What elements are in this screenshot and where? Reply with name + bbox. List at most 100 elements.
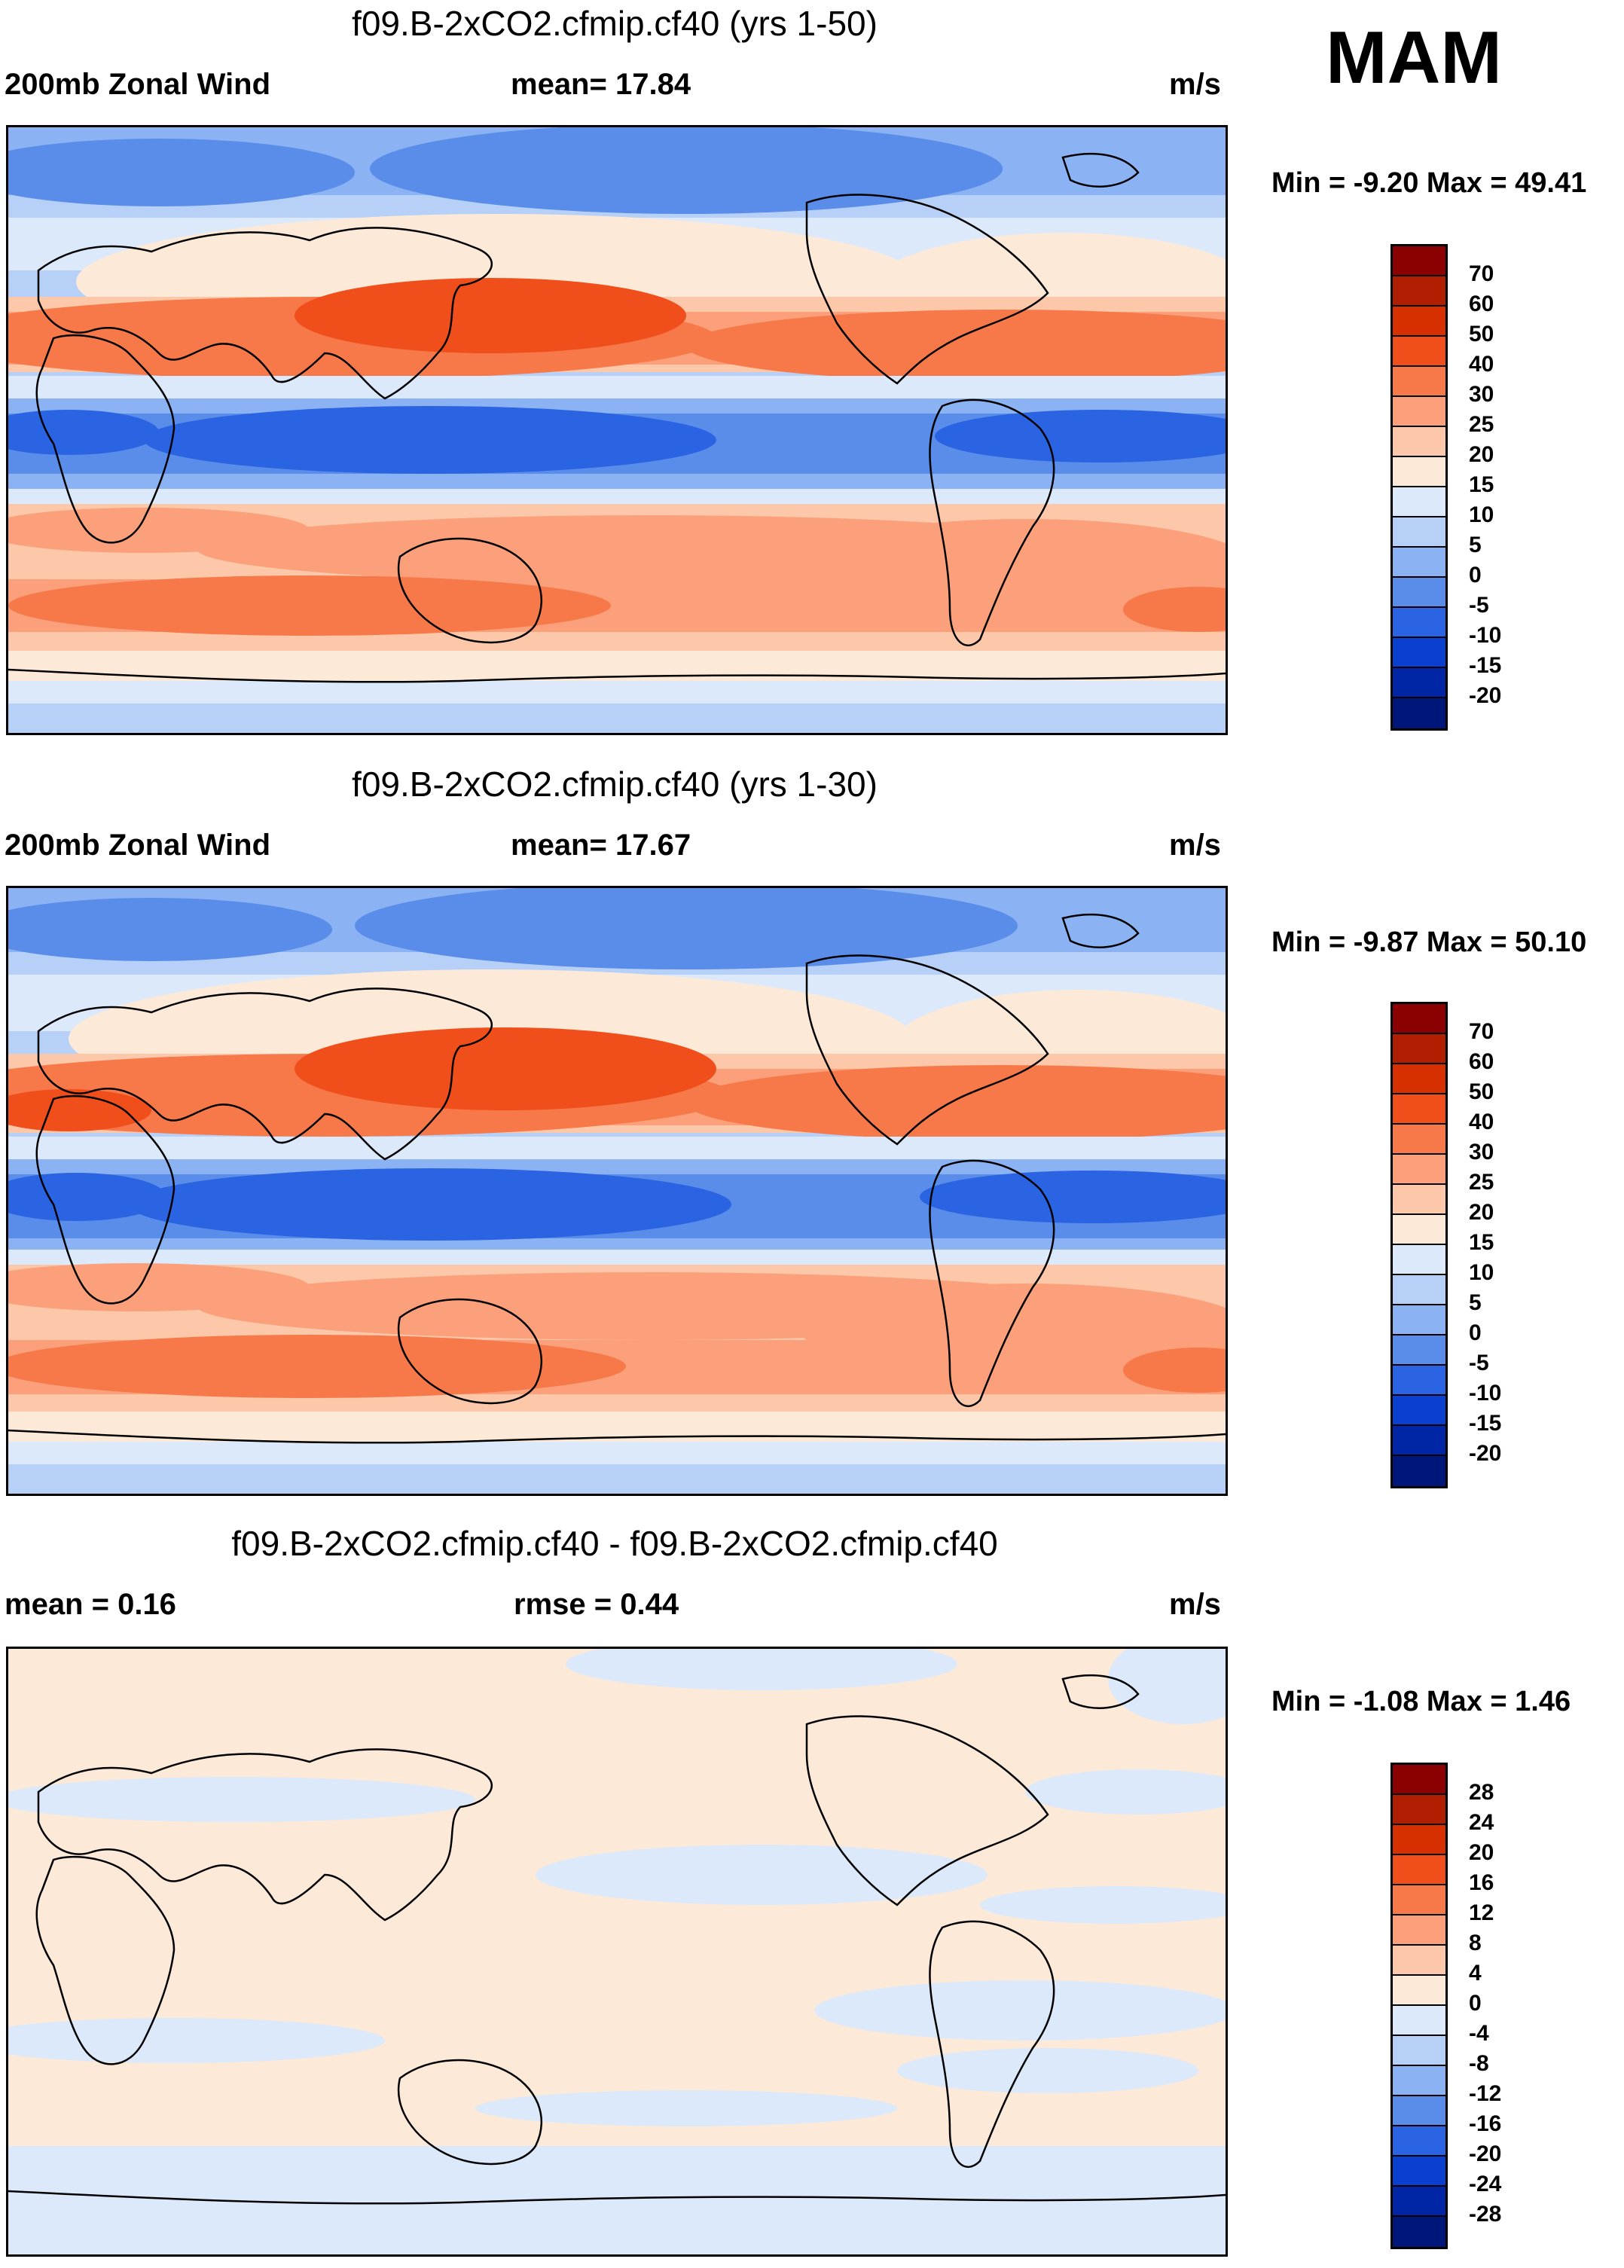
panel-2-contour-plot xyxy=(8,888,1226,1494)
panel-1-units: m/s xyxy=(1169,68,1221,101)
colorbar-tick-label: -15 xyxy=(1469,653,1502,678)
colorbar-tick-label: 15 xyxy=(1469,472,1494,497)
panel-1-min-max: Min = -9.20 Max = 49.41 xyxy=(1271,167,1587,199)
colorbar-tick-label: -10 xyxy=(1469,1381,1502,1406)
colorbar-tick-label: 20 xyxy=(1469,1840,1494,1865)
panel-2-min-max: Min = -9.87 Max = 50.10 xyxy=(1271,926,1587,958)
colorbar-swatch xyxy=(1393,1094,1445,1125)
panel-3-min-max: Min = -1.08 Max = 1.46 xyxy=(1271,1686,1571,1717)
colorbar-swatch xyxy=(1393,2096,1445,2126)
colorbar-swatch xyxy=(1393,1396,1445,1426)
colorbar-tick-label: 0 xyxy=(1469,563,1482,588)
colorbar-tick-label: 50 xyxy=(1469,322,1494,346)
colorbar-swatch xyxy=(1393,487,1445,517)
colorbar-tick-label: -20 xyxy=(1469,2141,1502,2166)
colorbar-swatch xyxy=(1393,2157,1445,2187)
colorbar-tick-label: -15 xyxy=(1469,1411,1502,1436)
panel-2-mean-label: mean= 17.67 xyxy=(511,829,691,862)
colorbar-swatch xyxy=(1393,1034,1445,1064)
colorbar-swatch xyxy=(1393,1305,1445,1335)
colorbar-swatch xyxy=(1393,1275,1445,1305)
colorbar-swatch xyxy=(1393,1125,1445,1155)
panel-2-colorbar xyxy=(1390,1002,1448,1488)
colorbar-tick-label: 5 xyxy=(1469,1290,1482,1315)
colorbar-tick-label: -20 xyxy=(1469,1441,1502,1466)
colorbar-tick-label: 30 xyxy=(1469,382,1494,407)
colorbar-tick-label: -16 xyxy=(1469,2111,1502,2136)
colorbar-tick-label: 30 xyxy=(1469,1140,1494,1165)
colorbar-tick-label: -20 xyxy=(1469,683,1502,708)
colorbar-swatch xyxy=(1393,1366,1445,1396)
colorbar-tick-label: -8 xyxy=(1469,2051,1489,2076)
colorbar-tick-label: 8 xyxy=(1469,1931,1482,1955)
colorbar-swatch xyxy=(1393,578,1445,608)
panel-1-contour-plot xyxy=(8,127,1226,733)
colorbar-swatch xyxy=(1393,638,1445,668)
colorbar-swatch xyxy=(1393,2126,1445,2157)
colorbar-tick-label: 20 xyxy=(1469,1200,1494,1225)
panel-3-map xyxy=(6,1647,1228,2257)
colorbar-swatch xyxy=(1393,1795,1445,1825)
colorbar-tick-label: 10 xyxy=(1469,1260,1494,1285)
colorbar-tick-label: 15 xyxy=(1469,1230,1494,1255)
colorbar-swatch xyxy=(1393,1426,1445,1456)
colorbar-swatch xyxy=(1393,397,1445,427)
colorbar-tick-label: -28 xyxy=(1469,2202,1502,2227)
season-label: MAM xyxy=(1326,16,1503,99)
panel-2-map xyxy=(6,886,1228,1496)
panel-1-colorbar xyxy=(1390,244,1448,731)
colorbar-swatch xyxy=(1393,457,1445,487)
colorbar-swatch xyxy=(1393,2066,1445,2096)
colorbar-swatch xyxy=(1393,1915,1445,1946)
panel-2-variable-label: 200mb Zonal Wind xyxy=(5,829,271,862)
colorbar-swatch xyxy=(1393,2036,1445,2066)
panel-3-units: m/s xyxy=(1169,1588,1221,1621)
colorbar-swatch xyxy=(1393,276,1445,307)
panel-3-title: f09.B-2xCO2.cfmip.cf40 - f09.B-2xCO2.cfm… xyxy=(231,1524,998,1563)
colorbar-tick-label: -24 xyxy=(1469,2172,1502,2196)
colorbar-swatch xyxy=(1393,1215,1445,1245)
colorbar-tick-label: -5 xyxy=(1469,593,1489,618)
colorbar-tick-label: 25 xyxy=(1469,1170,1494,1195)
colorbar-tick-label: 24 xyxy=(1469,1810,1494,1835)
colorbar-tick-label: -4 xyxy=(1469,2021,1489,2046)
colorbar-tick-label: -12 xyxy=(1469,2081,1502,2106)
colorbar-tick-label: 50 xyxy=(1469,1079,1494,1104)
colorbar-swatch xyxy=(1393,1155,1445,1185)
colorbar-swatch xyxy=(1393,2187,1445,2217)
colorbar-swatch xyxy=(1393,668,1445,698)
colorbar-swatch xyxy=(1393,1825,1445,1855)
panel-2-units: m/s xyxy=(1169,829,1221,862)
colorbar-tick-label: 40 xyxy=(1469,352,1494,377)
colorbar-swatch xyxy=(1393,1185,1445,1215)
colorbar-tick-label: 28 xyxy=(1469,1780,1494,1805)
colorbar-tick-label: -10 xyxy=(1469,623,1502,648)
panel-1-map xyxy=(6,125,1228,735)
colorbar-tick-label: 20 xyxy=(1469,442,1494,467)
panel-3-mean-label: mean = 0.16 xyxy=(5,1588,176,1621)
panel-1-title: f09.B-2xCO2.cfmip.cf40 (yrs 1-50) xyxy=(352,4,878,43)
colorbar-swatch xyxy=(1393,517,1445,548)
panel-2-title: f09.B-2xCO2.cfmip.cf40 (yrs 1-30) xyxy=(352,765,878,804)
colorbar-tick-label: 0 xyxy=(1469,1991,1482,2016)
colorbar-tick-label: 60 xyxy=(1469,292,1494,316)
colorbar-swatch xyxy=(1393,1946,1445,1976)
colorbar-swatch xyxy=(1393,1335,1445,1366)
colorbar-swatch xyxy=(1393,1004,1445,1034)
colorbar-swatch xyxy=(1393,427,1445,457)
colorbar-tick-label: 40 xyxy=(1469,1110,1494,1134)
colorbar-swatch xyxy=(1393,2217,1445,2247)
colorbar-tick-label: 70 xyxy=(1469,261,1494,286)
colorbar-swatch xyxy=(1393,1765,1445,1795)
colorbar-tick-label: 12 xyxy=(1469,1900,1494,1925)
colorbar-swatch xyxy=(1393,1456,1445,1486)
colorbar-tick-label: 4 xyxy=(1469,1961,1482,1986)
colorbar-swatch xyxy=(1393,2006,1445,2036)
colorbar-swatch xyxy=(1393,1064,1445,1094)
panel-1-variable-label: 200mb Zonal Wind xyxy=(5,68,271,101)
colorbar-swatch xyxy=(1393,1885,1445,1915)
colorbar-tick-label: 70 xyxy=(1469,1019,1494,1044)
colorbar-tick-label: 60 xyxy=(1469,1049,1494,1074)
panel-3-contour-plot xyxy=(8,1649,1226,2254)
colorbar-tick-label: -5 xyxy=(1469,1351,1489,1375)
